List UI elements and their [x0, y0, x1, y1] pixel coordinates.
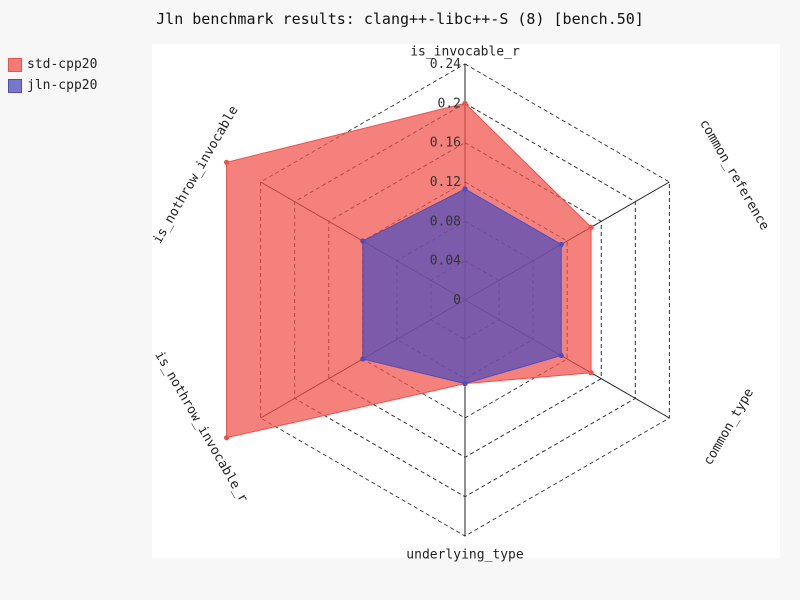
point-jln-cpp20-is_nothrow_invocable	[360, 238, 366, 244]
legend: std-cpp20 jln-cpp20	[8, 54, 97, 96]
axis-label-common_type: common_type	[701, 386, 757, 468]
r-tick-label-6: 0.24	[430, 57, 461, 72]
point-jln-cpp20-underlying_type	[462, 380, 468, 387]
point-jln-cpp20-common_reference	[558, 241, 564, 248]
axis-label-is_invocable_r: is_invocable_r	[410, 45, 520, 60]
legend-swatch-std-cpp20	[8, 57, 22, 72]
r-tick-label-2: 0.08	[430, 214, 461, 229]
r-tick-label-3: 0.12	[430, 175, 461, 190]
r-tick-label-1: 0.04	[430, 254, 461, 269]
r-tick-label-4: 0.16	[430, 136, 461, 151]
legend-item-jln-cpp20[interactable]: jln-cpp20	[8, 75, 97, 96]
legend-item-std-cpp20[interactable]: std-cpp20	[8, 54, 97, 75]
axis-label-underlying_type: underlying_type	[406, 548, 524, 563]
point-std-cpp20-common_type	[588, 370, 594, 376]
legend-swatch-jln-cpp20	[8, 78, 22, 93]
legend-label-std-cpp20: std-cpp20	[27, 57, 98, 72]
point-jln-cpp20-common_type	[558, 352, 564, 359]
r-tick-label-0: 0	[453, 293, 461, 308]
point-std-cpp20-common_reference	[588, 224, 594, 230]
point-std-cpp20-is_invocable_r	[462, 100, 468, 106]
legend-label-jln-cpp20: jln-cpp20	[27, 78, 98, 93]
chart-title: Jln benchmark results: clang++-libc++-S …	[156, 10, 644, 28]
r-tick-label-5: 0.2	[438, 96, 461, 111]
point-jln-cpp20-is_invocable_r	[462, 186, 468, 192]
axis-label-common_reference: common_reference	[696, 117, 772, 233]
point-jln-cpp20-is_nothrow_invocable_r	[360, 356, 366, 362]
point-std-cpp20-is_nothrow_invocable	[223, 159, 230, 165]
point-std-cpp20-is_nothrow_invocable_r	[223, 435, 230, 441]
